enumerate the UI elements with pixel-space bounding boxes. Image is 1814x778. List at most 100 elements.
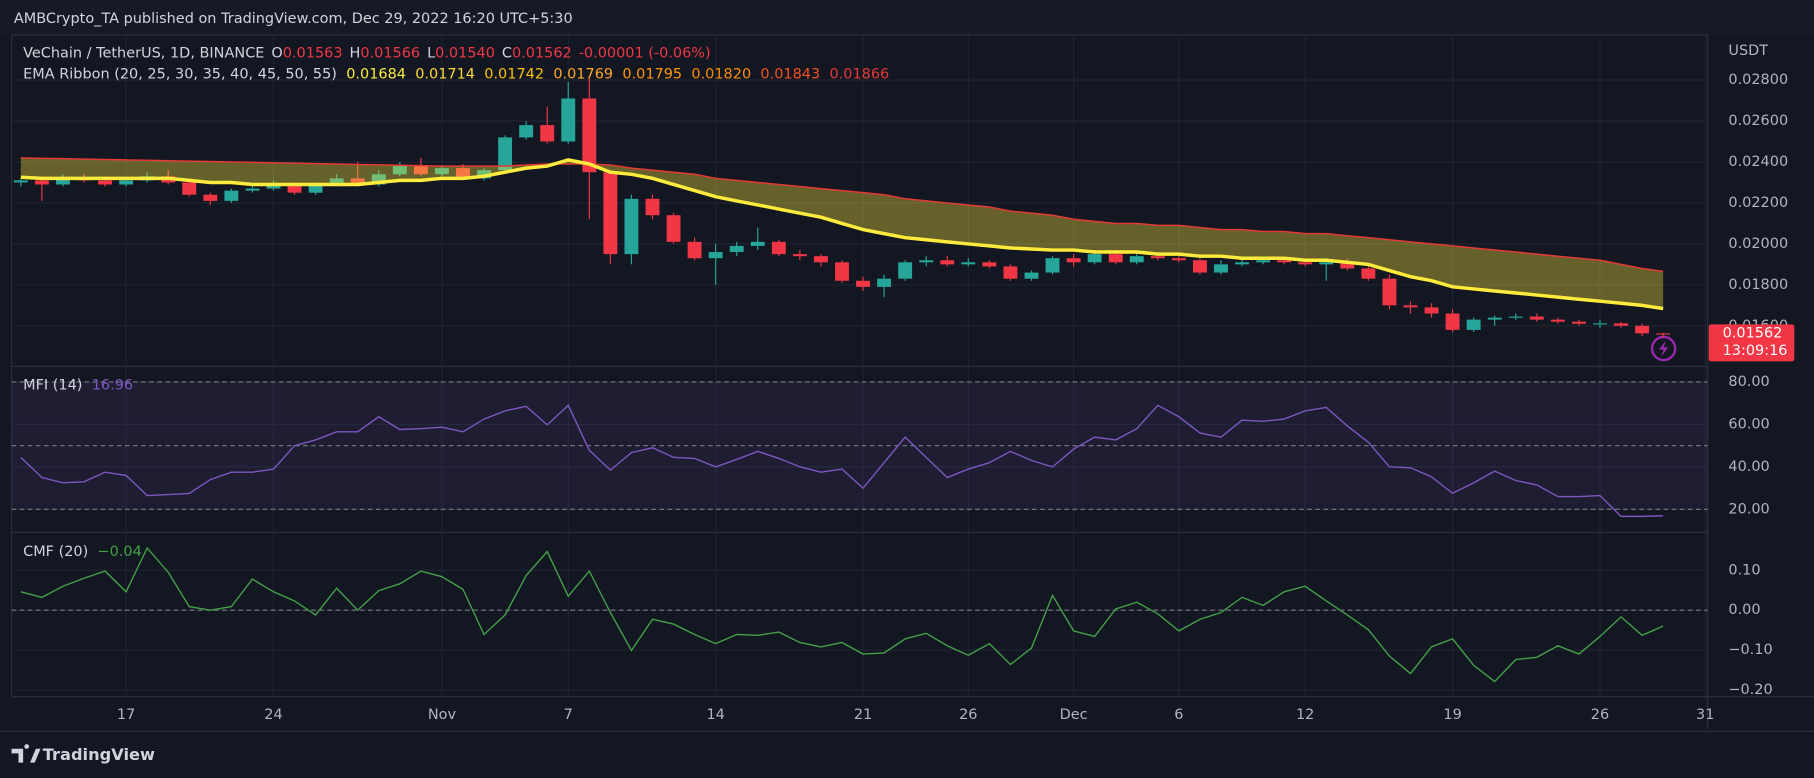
header-title: AMBCrypto_TA published on TradingView.co… bbox=[14, 11, 573, 27]
candle-body bbox=[287, 184, 302, 193]
ribbon-value: 0.01820 bbox=[691, 66, 751, 82]
candle-body bbox=[1571, 321, 1586, 324]
x-tick-label: 21 bbox=[854, 707, 872, 723]
ribbon-value: 0.01684 bbox=[346, 66, 406, 82]
candle-body bbox=[55, 178, 70, 185]
candle-body bbox=[898, 262, 913, 279]
ribbon-value: 0.01843 bbox=[760, 66, 820, 82]
candle-body bbox=[645, 198, 660, 216]
indicator-legend: MFI (14) 16.96 bbox=[23, 378, 133, 394]
candle-body bbox=[308, 184, 323, 193]
legend-change: -0.00001 (-0.06%) bbox=[579, 46, 711, 62]
legend-ribbon: EMA Ribbon (20, 25, 30, 35, 40, 45, 50, … bbox=[23, 66, 889, 82]
x-tick-label: 31 bbox=[1696, 707, 1714, 723]
candle-body bbox=[1150, 256, 1165, 259]
candle-body bbox=[666, 215, 681, 242]
candle-body bbox=[1066, 258, 1081, 263]
y-tick-label: 0.01800 bbox=[1728, 277, 1788, 293]
candle-body bbox=[813, 256, 828, 263]
candle-body bbox=[1487, 317, 1502, 320]
candle-body bbox=[982, 262, 997, 267]
candle-body bbox=[1192, 260, 1207, 273]
y-tick-label: 40.00 bbox=[1728, 459, 1769, 475]
y-tick-label: 0.02800 bbox=[1728, 72, 1788, 88]
x-tick-label: 26 bbox=[1591, 707, 1609, 723]
candle-body bbox=[771, 241, 786, 255]
candle-body bbox=[1087, 254, 1102, 263]
y-tick-label: 0.02600 bbox=[1728, 113, 1788, 129]
candle-body bbox=[1024, 272, 1039, 279]
candle-body bbox=[1277, 260, 1292, 263]
candle-body bbox=[1214, 264, 1228, 273]
y-tick-label: −0.20 bbox=[1728, 682, 1772, 698]
x-tick-label: Dec bbox=[1060, 707, 1088, 723]
candle-body bbox=[119, 180, 134, 185]
footer-brand: TradingView bbox=[43, 745, 155, 764]
candle-body bbox=[1003, 266, 1018, 279]
ribbon-value: 0.01866 bbox=[829, 66, 889, 82]
candle-body bbox=[1171, 258, 1186, 261]
candle-body bbox=[1529, 316, 1544, 320]
candle-body bbox=[1319, 262, 1334, 265]
candle-body bbox=[835, 262, 849, 281]
tradingview-logo bbox=[11, 744, 41, 763]
candle-body bbox=[1108, 254, 1123, 263]
candle-body bbox=[750, 241, 765, 246]
candle-body bbox=[1298, 262, 1313, 265]
candle-body bbox=[919, 260, 934, 263]
candle-body bbox=[224, 190, 239, 201]
y-tick-label: 0.02000 bbox=[1728, 236, 1788, 252]
ribbon-value: 0.01795 bbox=[622, 66, 682, 82]
indicator-value: 16.96 bbox=[92, 378, 133, 394]
y-tick-label: 20.00 bbox=[1728, 501, 1769, 517]
legend-main: VeChain / TetherUS, 1D, BINANCE O0.01563 H… bbox=[23, 46, 711, 62]
candle-body bbox=[34, 180, 49, 185]
price-axis-unit: USDT bbox=[1728, 43, 1768, 59]
indicator-name: CMF (20) bbox=[23, 544, 88, 560]
x-tick-label: 6 bbox=[1174, 707, 1183, 723]
candle-body bbox=[245, 188, 260, 191]
indicator-legend: CMF (20) −0.04 bbox=[23, 544, 142, 560]
candle-body bbox=[1550, 319, 1565, 322]
ema-ribbon-band bbox=[20, 157, 1664, 309]
ema-fast-line bbox=[20, 158, 1664, 311]
y-tick-label: 80.00 bbox=[1728, 374, 1769, 390]
candle-body bbox=[203, 194, 218, 201]
candle-body bbox=[1466, 319, 1481, 330]
candle-body bbox=[729, 245, 744, 253]
y-tick-label: −0.10 bbox=[1728, 642, 1772, 658]
candle-body bbox=[1340, 262, 1355, 269]
y-tick-label: 0.02200 bbox=[1728, 195, 1788, 211]
ribbon-value: 0.01742 bbox=[484, 66, 544, 82]
candle-body bbox=[519, 125, 534, 138]
indicator-value: −0.04 bbox=[98, 544, 142, 560]
candle-body bbox=[1403, 305, 1418, 308]
candle-body bbox=[1635, 325, 1650, 334]
candle-body bbox=[1593, 323, 1607, 325]
ribbon-value: 0.01769 bbox=[553, 66, 613, 82]
y-tick-label: 0.02400 bbox=[1728, 154, 1788, 170]
candle-body bbox=[266, 184, 281, 189]
candle-body bbox=[708, 252, 723, 259]
candle-body bbox=[182, 182, 197, 195]
x-tick-label: 14 bbox=[706, 707, 724, 723]
x-tick-label: Nov bbox=[428, 707, 457, 723]
countdown-label: 13:09:16 bbox=[1723, 343, 1788, 359]
candle-body bbox=[98, 180, 112, 185]
legend-value: 0.01563 bbox=[283, 46, 343, 62]
candle-body bbox=[1445, 313, 1460, 330]
candle-body bbox=[1129, 256, 1144, 263]
legend-key: O bbox=[271, 46, 282, 62]
y-tick-label: 0.00 bbox=[1728, 602, 1760, 618]
x-tick-label: 17 bbox=[117, 707, 135, 723]
y-tick-label: 0.10 bbox=[1728, 562, 1760, 578]
candle-body bbox=[1614, 323, 1628, 326]
legend-value: 0.01562 bbox=[512, 46, 572, 62]
indicator-line bbox=[20, 546, 1664, 683]
indicator-line bbox=[20, 404, 1664, 518]
legend-title: VeChain / TetherUS, 1D, BINANCE bbox=[23, 46, 264, 62]
candle-body bbox=[961, 262, 976, 265]
x-tick-label: 19 bbox=[1443, 707, 1461, 723]
legend-value: 0.01540 bbox=[435, 46, 495, 62]
